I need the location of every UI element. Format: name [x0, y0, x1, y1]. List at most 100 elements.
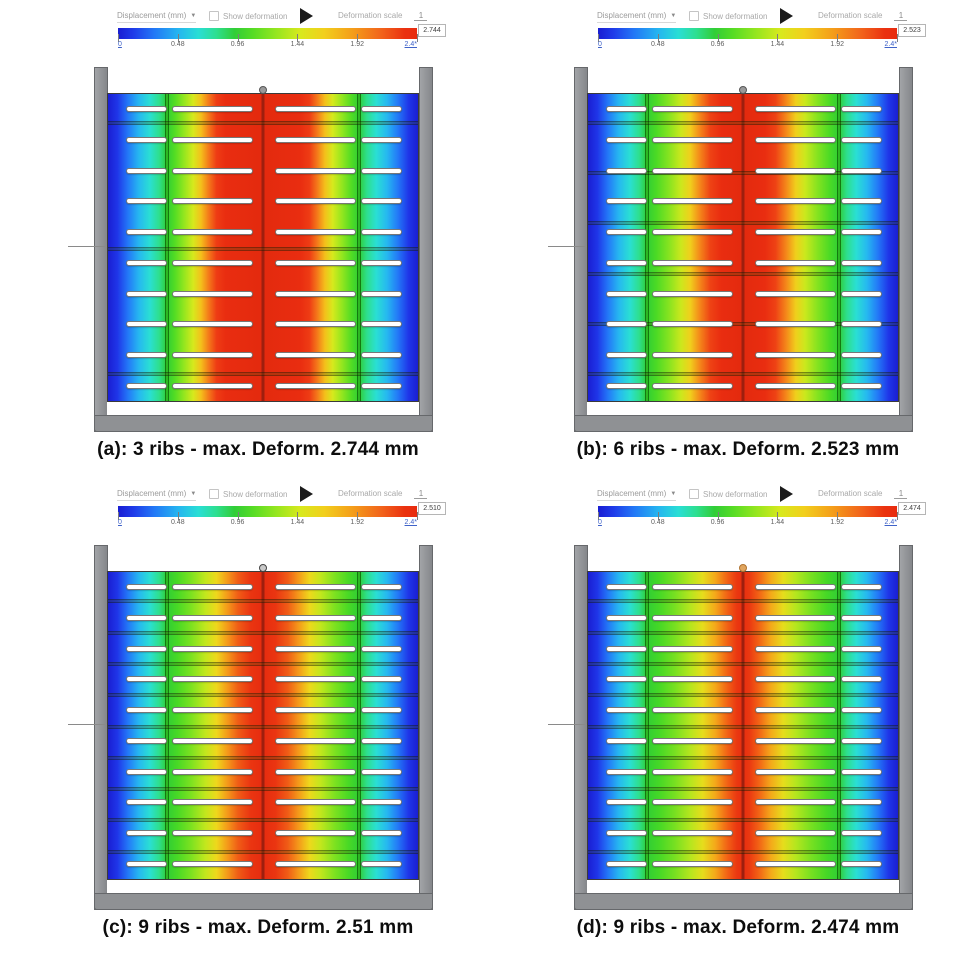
- colorbar-limit-link[interactable]: 0: [118, 519, 122, 526]
- rib-slot: [275, 321, 356, 327]
- column-divider-line: [644, 572, 649, 879]
- colorbar-tick-mark: [837, 512, 839, 520]
- colorbar-limit-link[interactable]: 0: [118, 41, 122, 48]
- rib-slot: [126, 861, 167, 867]
- play-button[interactable]: [300, 486, 314, 503]
- rib-slot: [652, 584, 733, 590]
- rib-slot: [606, 352, 647, 358]
- result-field-dropdown[interactable]: Displacement (mm) ▼: [597, 11, 677, 23]
- colorbar-limit-link[interactable]: 0: [598, 41, 602, 48]
- color-scale-bar: [598, 28, 898, 42]
- frame-right-post: [899, 67, 913, 432]
- rib-slot: [606, 137, 647, 143]
- deformation-scale-group: Deformation scale 1: [818, 11, 908, 21]
- colorbar-tick-mark: [177, 34, 179, 42]
- rib-slot: [172, 830, 253, 836]
- colorbar-tick-mark: [297, 512, 299, 520]
- rib-slot: [275, 615, 356, 621]
- deformation-scale-input[interactable]: 1: [894, 489, 908, 499]
- colorbar-limit-link[interactable]: 2.4*: [884, 519, 897, 526]
- top-center-knob: [259, 564, 267, 572]
- rib-stiffener-line: [108, 662, 418, 666]
- rib-slot: [841, 291, 882, 297]
- rib-slot: [275, 799, 356, 805]
- deformation-scale-input[interactable]: 1: [894, 11, 908, 21]
- section-reference-line: [548, 246, 588, 247]
- result-field-dropdown[interactable]: Displacement (mm) ▼: [597, 489, 677, 501]
- colorbar-tick-label: 0.48: [170, 41, 185, 48]
- rib-stiffener-line: [108, 787, 418, 791]
- colorbar-tick-mark: [777, 512, 779, 520]
- top-center-knob: [739, 86, 747, 94]
- rib-slot: [841, 799, 882, 805]
- rib-slot: [755, 799, 836, 805]
- show-deformation-toggle[interactable]: Show deformation: [209, 489, 287, 499]
- show-deformation-toggle[interactable]: Show deformation: [689, 489, 767, 499]
- checkbox-icon[interactable]: [209, 489, 219, 499]
- play-button[interactable]: [780, 486, 794, 503]
- deformation-scale-group: Deformation scale 1: [338, 489, 428, 499]
- play-button[interactable]: [300, 8, 314, 25]
- rib-slot: [841, 229, 882, 235]
- viewer-toolbar: Displacement (mm) ▼ Show deformation Defo…: [0, 8, 480, 26]
- rib-slot: [652, 676, 733, 682]
- rib-slot: [755, 584, 836, 590]
- colorbar-tick-mark: [717, 512, 719, 520]
- colorbar-limit-link[interactable]: 2.4*: [884, 41, 897, 48]
- color-scale-bar: [118, 28, 418, 42]
- rib-slot: [652, 291, 733, 297]
- colorbar-tick-mark: [657, 512, 659, 520]
- rib-slot: [606, 584, 647, 590]
- model-viewport[interactable]: [480, 478, 960, 956]
- rib-slot: [652, 229, 733, 235]
- frame-bottom-slab: [94, 415, 433, 432]
- frame-bottom-strip: [587, 878, 899, 893]
- rib-slot: [652, 352, 733, 358]
- rib-stiffener-line: [108, 850, 418, 854]
- colorbar-limit-link[interactable]: 2.4*: [404, 41, 417, 48]
- show-deformation-toggle[interactable]: Show deformation: [209, 11, 287, 21]
- color-scale-bar: [118, 506, 418, 520]
- checkbox-icon[interactable]: [689, 11, 699, 21]
- max-value-box: 2.474: [898, 502, 926, 515]
- result-field-dropdown[interactable]: Displacement (mm) ▼: [117, 11, 197, 23]
- rib-slot: [841, 321, 882, 327]
- chevron-down-icon: ▼: [670, 13, 677, 19]
- rib-slot: [126, 352, 167, 358]
- checkbox-icon[interactable]: [689, 489, 699, 499]
- deformation-scale-input[interactable]: 1: [414, 11, 428, 21]
- show-deformation-toggle[interactable]: Show deformation: [689, 11, 767, 21]
- model-viewport[interactable]: [0, 0, 480, 478]
- colorbar-tick-label: 1.44: [770, 519, 785, 526]
- subfigure-caption: (a): 3 ribs - max. Deform. 2.744 mm: [97, 439, 419, 460]
- colorbar-limit-link[interactable]: 0: [598, 519, 602, 526]
- deformation-scale-input[interactable]: 1: [414, 489, 428, 499]
- rib-slot: [652, 646, 733, 652]
- rib-slot: [172, 383, 253, 389]
- colorbar-tick-mark: [177, 512, 179, 520]
- rib-stiffener-line: [588, 372, 898, 376]
- rib-slot: [652, 260, 733, 266]
- section-reference-line: [68, 246, 108, 247]
- colorbar-tick-label: 1.92: [830, 41, 844, 48]
- play-button[interactable]: [780, 8, 794, 25]
- rib-slot: [172, 198, 253, 204]
- rib-slot: [755, 291, 836, 297]
- colorbar-tick-mark: [118, 34, 119, 42]
- show-deformation-label: Show deformation: [223, 489, 288, 499]
- deformation-scale-label: Deformation scale: [818, 489, 883, 498]
- colorbar-tick-mark: [357, 512, 359, 520]
- model-viewport[interactable]: [480, 0, 960, 478]
- rib-slot: [361, 168, 402, 174]
- chevron-down-icon: ▼: [190, 13, 197, 19]
- result-field-dropdown[interactable]: Displacement (mm) ▼: [117, 489, 197, 501]
- rib-slot: [172, 799, 253, 805]
- rib-slot: [126, 615, 167, 621]
- deformation-scale-label: Deformation scale: [338, 11, 403, 20]
- result-field-label: Displacement (mm): [597, 489, 667, 498]
- rib-slot: [361, 676, 402, 682]
- checkbox-icon[interactable]: [209, 11, 219, 21]
- rib-slot: [841, 646, 882, 652]
- model-viewport[interactable]: [0, 478, 480, 956]
- colorbar-limit-link[interactable]: 2.4*: [404, 519, 417, 526]
